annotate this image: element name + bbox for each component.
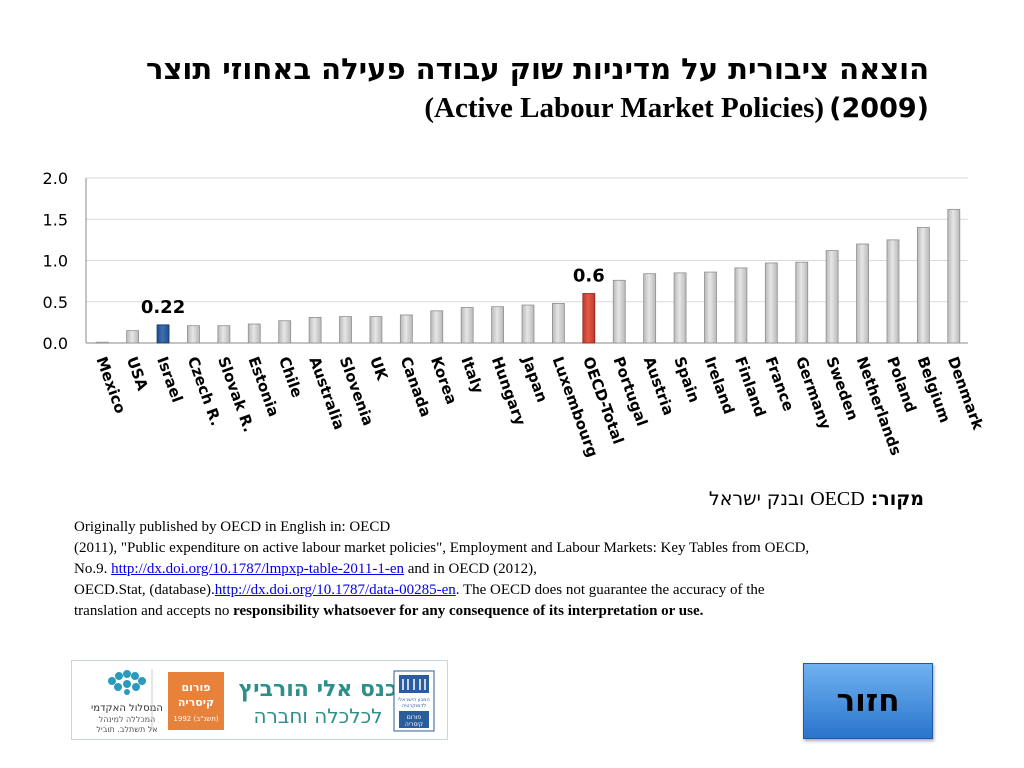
- conference-logo: כנס אלי הורביץ לכלכלה וחברה: [239, 677, 398, 728]
- idi-line-4: קיסריה: [405, 721, 423, 728]
- forum-line-2: קיסריה: [178, 696, 214, 709]
- note-line-2: (2011), "Public expenditure on active la…: [74, 540, 810, 556]
- source-rest: ובנק ישראל: [708, 488, 805, 510]
- bar-estonia: [247, 323, 261, 344]
- bar-italy: [460, 307, 474, 344]
- chart-title-english-text: (Active Labour Market Policies): [424, 92, 825, 124]
- idi-logo: המכון הישראלי לדמוקרטיה פורום קיסריה: [393, 670, 435, 732]
- bar-luxembourg: [552, 302, 565, 344]
- idi-line-3: פורום: [407, 714, 422, 721]
- note-line-4a: OECD.Stat, (database).: [74, 582, 215, 598]
- bar-slovenia: [339, 316, 352, 344]
- source-note: Originally published by OECD in English …: [74, 517, 934, 622]
- x-tick-label: Italy: [457, 354, 487, 396]
- x-tick-label: Chile: [275, 354, 306, 400]
- bar-portugal: [612, 279, 626, 344]
- y-tick-label: 0.0: [43, 334, 68, 353]
- x-tick-label: Korea: [427, 354, 461, 407]
- bar-hungary: [491, 306, 504, 344]
- note-line-1: Originally published by OECD in English …: [74, 519, 391, 535]
- y-tick-label: 2.0: [43, 169, 68, 188]
- bar-japan: [521, 304, 535, 344]
- x-tick-label: Japan: [518, 353, 551, 404]
- doi-link-1[interactable]: http://dx.doi.org/10.1787/lmpxp-table-20…: [111, 561, 404, 577]
- note-line-5b: responsibility whatsoever for any conseq…: [233, 603, 704, 619]
- note-line-4b: . The OECD does not guarantee the accura…: [455, 582, 765, 598]
- x-tick-label: Spain: [670, 354, 703, 405]
- bar-ireland: [704, 271, 717, 344]
- bar-netherlands: [856, 243, 869, 344]
- bar-spain: [673, 272, 687, 344]
- idi-line-2: לדמוקרטיה: [402, 703, 426, 709]
- y-tick-label: 1.0: [43, 252, 68, 271]
- data-label: 0.6: [573, 266, 605, 287]
- bar-slovak-r-: [217, 325, 231, 344]
- academic-logo: המסלול האקדמי המכללה למינהל אל תשתלב. תו…: [91, 670, 163, 734]
- forum-caesarea-logo: פורום קיסריה 1992 (תשנ"ב): [168, 672, 224, 730]
- source-line: מקור: OECD ובנק ישראל: [709, 488, 924, 511]
- source-oecd: OECD: [810, 488, 865, 510]
- bar-denmark: [947, 208, 961, 344]
- bar-korea: [430, 310, 444, 344]
- bar-belgium: [916, 227, 930, 344]
- bar-sweden: [825, 250, 839, 344]
- bar-mexico: [95, 341, 109, 344]
- bar-oecd-total: [582, 293, 596, 344]
- source-label: מקור:: [870, 488, 924, 510]
- bar-israel: [156, 324, 170, 344]
- x-tick-label: Israel: [153, 354, 186, 405]
- note-line-3a: No.9.: [74, 561, 108, 577]
- bar-poland: [886, 239, 900, 344]
- y-tick-label: 1.5: [43, 210, 68, 229]
- x-tick-label: USA: [123, 354, 152, 393]
- academic-line-3: אל תשתלב. תוביל: [96, 725, 157, 734]
- forum-line-1: פורום: [181, 681, 210, 694]
- idi-line-1: המכון הישראלי: [398, 697, 430, 703]
- sponsor-logos-graphic: המסלול האקדמי המכללה למינהל אל תשתלב. תו…: [91, 669, 435, 734]
- note-line-5a: translation and accepts no: [74, 603, 230, 619]
- bar-austria: [643, 273, 657, 344]
- bar-chile: [278, 320, 292, 344]
- bar-germany: [795, 261, 809, 344]
- doi-link-2[interactable]: http://dx.doi.org/10.1787/data-00285-en: [214, 582, 456, 598]
- academic-line-1: המסלול האקדמי: [91, 703, 163, 714]
- bar-finland: [734, 267, 748, 344]
- conference-line-1: כנס אלי הורביץ: [239, 677, 398, 702]
- academic-line-2: המכללה למינהל: [99, 715, 156, 724]
- bar-uk: [369, 316, 383, 344]
- back-button[interactable]: חזור: [803, 663, 933, 739]
- bar-usa: [126, 330, 140, 344]
- conference-line-2: לכלכלה וחברה: [253, 704, 382, 728]
- bar-canada: [399, 314, 413, 344]
- data-label: 0.22: [141, 297, 185, 318]
- note-line-3b: and in OECD (2012),: [407, 561, 537, 577]
- sponsor-logos: המסלול האקדמי המכללה למינהל אל תשתלב. תו…: [71, 660, 448, 740]
- forum-line-3: 1992 (תשנ"ב): [173, 715, 218, 723]
- chart-title-hebrew: הוצאה ציבורית על מדיניות שוק עבודה פעילה…: [145, 52, 929, 86]
- bar-australia: [308, 317, 322, 344]
- x-tick-label: UK: [366, 354, 392, 384]
- bar-czech-r-: [187, 325, 200, 344]
- chart-title-english: (Active Labour Market Policies) (2009): [424, 92, 929, 125]
- y-tick-label: 0.5: [43, 293, 68, 312]
- chart-title-year: (2009): [829, 93, 929, 124]
- bar-france: [764, 262, 778, 344]
- x-tick-label: Denmark: [944, 354, 987, 433]
